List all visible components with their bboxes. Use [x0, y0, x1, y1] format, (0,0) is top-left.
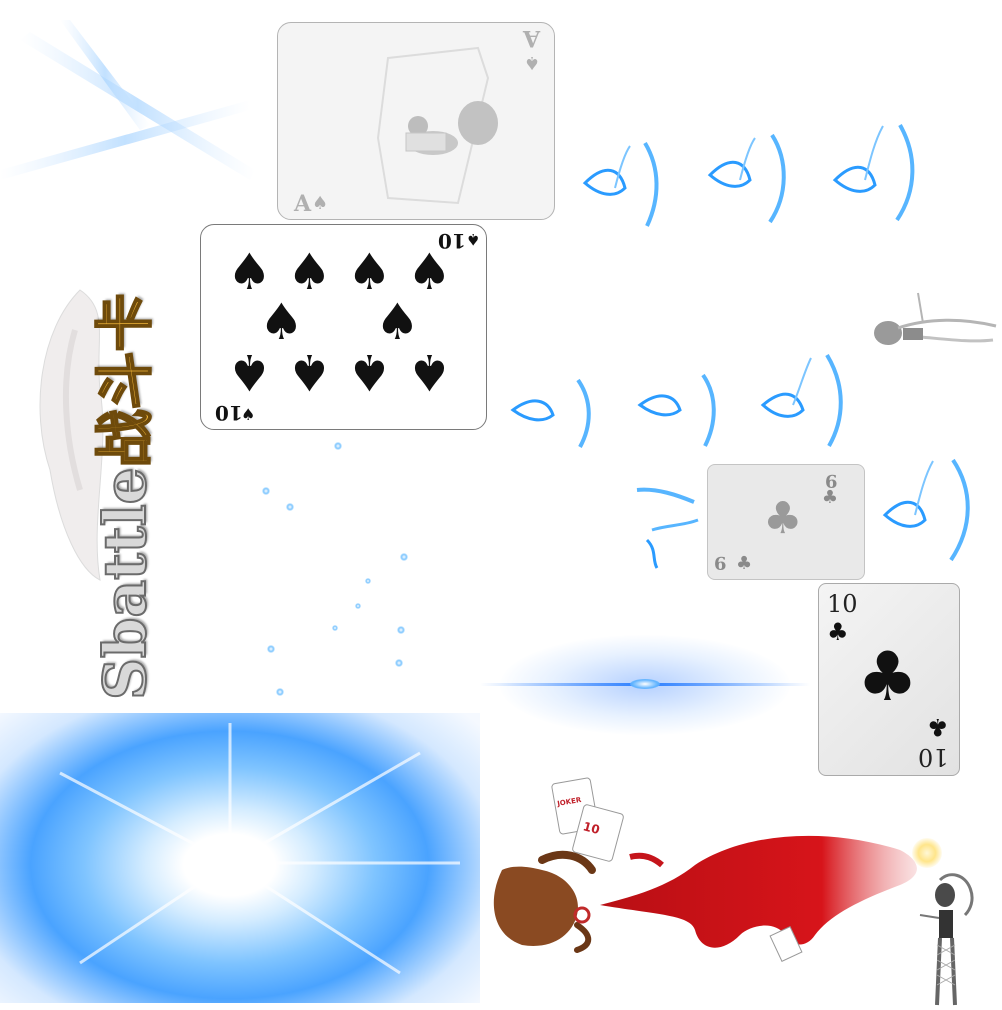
blue-slash-effect — [510, 378, 591, 448]
spade-pip: ♠ — [227, 243, 272, 301]
faded-figure-silhouette — [39, 289, 104, 581]
glow-light-effect — [912, 838, 942, 868]
spade-pip: ♠ — [287, 243, 332, 301]
lens-flare-effect — [480, 600, 810, 770]
card-rank-top: 10 — [827, 590, 858, 618]
sparkle-particle — [395, 659, 403, 667]
spade-pip: ♠ — [407, 243, 452, 301]
sparkle-particle — [334, 442, 342, 450]
ten-of-spades-card: 10 ♠ 10 ♠ ♠ ♠ ♠ ♠ ♠ ♠ ♠ ♠ ♠ ♠ — [200, 224, 487, 430]
club-icon: ♣ — [736, 553, 753, 574]
card-rank-top: A — [522, 25, 540, 51]
card-rank-bottom: A — [294, 191, 312, 217]
ten-of-clubs-card: 10 ♣ ♣ ♣ 10 — [818, 583, 960, 776]
spade-icon: ♠ — [312, 193, 329, 214]
girl-character-sketch — [919, 873, 974, 1006]
blue-slash-effect — [582, 141, 659, 227]
sparkle-particle — [262, 487, 270, 495]
spade-icon: ♠ — [523, 52, 540, 73]
game-logo: Sbattle战斗卡 — [90, 292, 160, 701]
sparkle-particle — [397, 626, 405, 634]
mini-card-rank: 10 — [581, 819, 602, 838]
blue-slash-effect — [707, 133, 786, 224]
card-rank-bottom: 10 — [215, 401, 243, 425]
club-icon: ♣ — [821, 487, 838, 508]
card-rank-bottom: 10 — [918, 743, 949, 771]
club-pip: ♣ — [763, 493, 803, 544]
sparkle-particle — [400, 553, 408, 561]
sparkle-particle — [286, 503, 294, 511]
small-character-sketch — [874, 292, 997, 345]
sparkle-particle — [355, 603, 361, 609]
club-pip: ♣ — [857, 638, 918, 717]
spade-icon: ♠ — [241, 405, 256, 424]
light-streak-effect — [0, 20, 270, 200]
spade-pip: ♠ — [347, 343, 392, 401]
brown-hair-braid — [493, 850, 596, 953]
club-icon: ♣ — [927, 713, 949, 741]
sparkle-particle — [365, 578, 371, 584]
sparkle-particle — [267, 645, 275, 653]
blue-slash-effect — [637, 373, 716, 447]
club-icon: ♣ — [827, 618, 849, 646]
ace-of-spades-card: A ♠ A ♠ — [277, 22, 555, 220]
card-rank-bottom: 9 — [714, 552, 727, 573]
joker-card-label: JOKER — [556, 795, 582, 808]
spade-pip: ♠ — [375, 293, 420, 351]
sparkle-particle — [276, 688, 284, 696]
spade-pip: ♠ — [407, 343, 452, 401]
sparkle-particle — [332, 625, 338, 631]
logo-cjk-text: 战斗卡 — [90, 292, 160, 468]
blue-slash-effect — [882, 458, 970, 562]
ace-artwork-illustration — [376, 46, 498, 205]
spade-pip: ♠ — [259, 293, 304, 351]
blue-burst-explosion — [0, 713, 480, 1003]
blue-slash-effect — [760, 353, 843, 447]
nine-of-clubs-card: 9 ♣ 9 ♣ ♣ — [707, 464, 865, 580]
red-cape-silhouette — [600, 835, 917, 963]
logo-latin-text: Sbattle — [90, 466, 160, 701]
spade-pip: ♠ — [347, 243, 392, 301]
blue-slash-effect — [636, 487, 699, 569]
spade-pip: ♠ — [227, 343, 272, 401]
spade-icon: ♠ — [465, 230, 480, 249]
spade-pip: ♠ — [287, 343, 332, 401]
blue-slash-effect — [832, 124, 915, 222]
